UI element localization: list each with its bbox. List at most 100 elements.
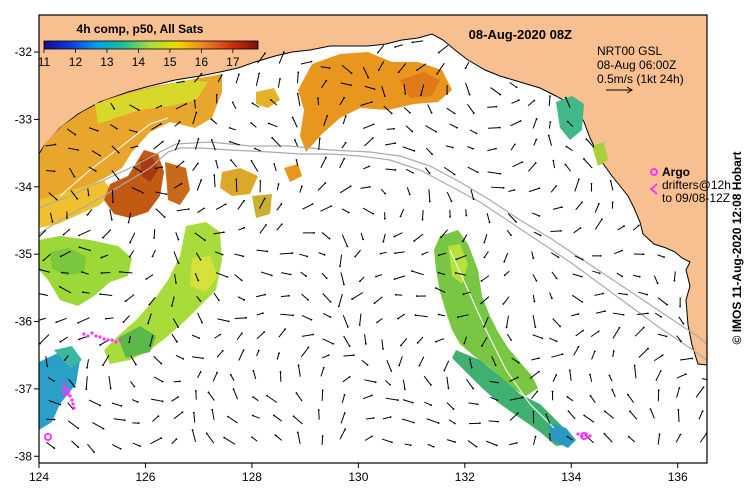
current-vector [193, 72, 203, 83]
current-vector [418, 356, 425, 367]
current-vector [131, 399, 139, 403]
current-vector [575, 329, 584, 337]
current-vector [428, 189, 431, 203]
current-vector [612, 312, 625, 316]
current-vector [487, 171, 502, 175]
current-vector [503, 252, 509, 263]
current-vector [342, 375, 351, 383]
current-vector [590, 330, 600, 338]
current-vector [505, 315, 509, 329]
current-vector [252, 396, 259, 402]
current-vector [437, 313, 445, 317]
current-vector [446, 107, 456, 115]
current-vector [87, 443, 95, 454]
current-vector [548, 433, 551, 442]
current-vector [67, 147, 79, 151]
current-vector [276, 183, 280, 191]
current-vector [175, 232, 180, 241]
current-vector [574, 178, 580, 192]
current-vector [467, 166, 479, 174]
current-vector [210, 118, 218, 125]
current-vector [86, 209, 93, 216]
current-vector [506, 333, 512, 341]
current-vector [173, 380, 181, 383]
current-vector [104, 317, 114, 320]
current-vector [673, 271, 676, 282]
plot-frame [38, 14, 708, 464]
current-vector [566, 435, 573, 441]
current-vector [71, 440, 80, 449]
current-vector [230, 159, 238, 168]
current-vector [595, 310, 606, 314]
current-vector [480, 336, 488, 347]
current-vector [470, 189, 475, 201]
current-vector [153, 229, 156, 239]
current-info: NRT00 GSL 08-Aug 06:00Z 0.5m/s (1kt 24h) [597, 44, 684, 94]
current-vector [192, 162, 199, 171]
current-vector [278, 51, 285, 64]
current-vector [231, 101, 237, 109]
bathymetry-contour-1 [39, 147, 707, 361]
current-vector [59, 250, 72, 258]
current-vector [92, 421, 105, 430]
argo-track-icon [649, 183, 658, 195]
current-vector [426, 418, 440, 424]
current-vector [446, 402, 455, 410]
current-vector [414, 314, 428, 318]
current-vector [510, 143, 516, 151]
current-vector [70, 190, 79, 200]
current-vector [340, 412, 346, 424]
current-vector [101, 229, 112, 239]
y-tick-label: -33 [15, 112, 33, 126]
current-vector [611, 201, 614, 209]
current-vector [237, 296, 246, 301]
current-vector [678, 316, 685, 325]
x-tick-label: 132 [455, 470, 475, 484]
current-vector [215, 160, 219, 169]
current-vector [62, 228, 71, 236]
current-vector [509, 396, 524, 401]
current-vector [171, 333, 178, 343]
current-vector [403, 83, 407, 95]
current-vector [153, 140, 164, 150]
current-vector [530, 390, 539, 399]
current-vector [281, 272, 292, 276]
current-vector [91, 150, 102, 157]
current-vector [566, 396, 574, 402]
current-vector [67, 420, 80, 430]
current-vector [655, 370, 662, 381]
current-vector [420, 84, 425, 97]
current-vector [571, 313, 580, 317]
current-vector [375, 274, 383, 278]
current-vector [657, 333, 668, 338]
current-vector [582, 157, 593, 169]
current-vector [364, 137, 374, 147]
current-vector [449, 209, 452, 218]
current-vector [626, 393, 635, 403]
current-vector [354, 249, 361, 258]
current-vector [150, 437, 163, 445]
current-vector [351, 292, 364, 300]
current-vector [564, 96, 571, 108]
current-vector [131, 186, 144, 194]
current-vector [491, 186, 505, 189]
current-vector [549, 292, 553, 300]
current-vector [571, 294, 584, 303]
current-vector [449, 123, 458, 129]
current-vector [45, 143, 57, 147]
current-vector [675, 433, 682, 443]
current-vector [436, 62, 445, 75]
current-vector [238, 226, 246, 231]
current-vector [532, 118, 538, 129]
current-vector [227, 415, 238, 424]
current-vector [485, 440, 498, 447]
current-vector [210, 139, 216, 151]
current-vector [322, 313, 332, 318]
current-vector [299, 253, 309, 258]
current-vector [59, 336, 69, 343]
current-vector [381, 86, 386, 97]
current-vector [679, 297, 681, 308]
current-vector [402, 399, 414, 404]
current-vector [88, 399, 102, 407]
current-vector [421, 210, 424, 221]
